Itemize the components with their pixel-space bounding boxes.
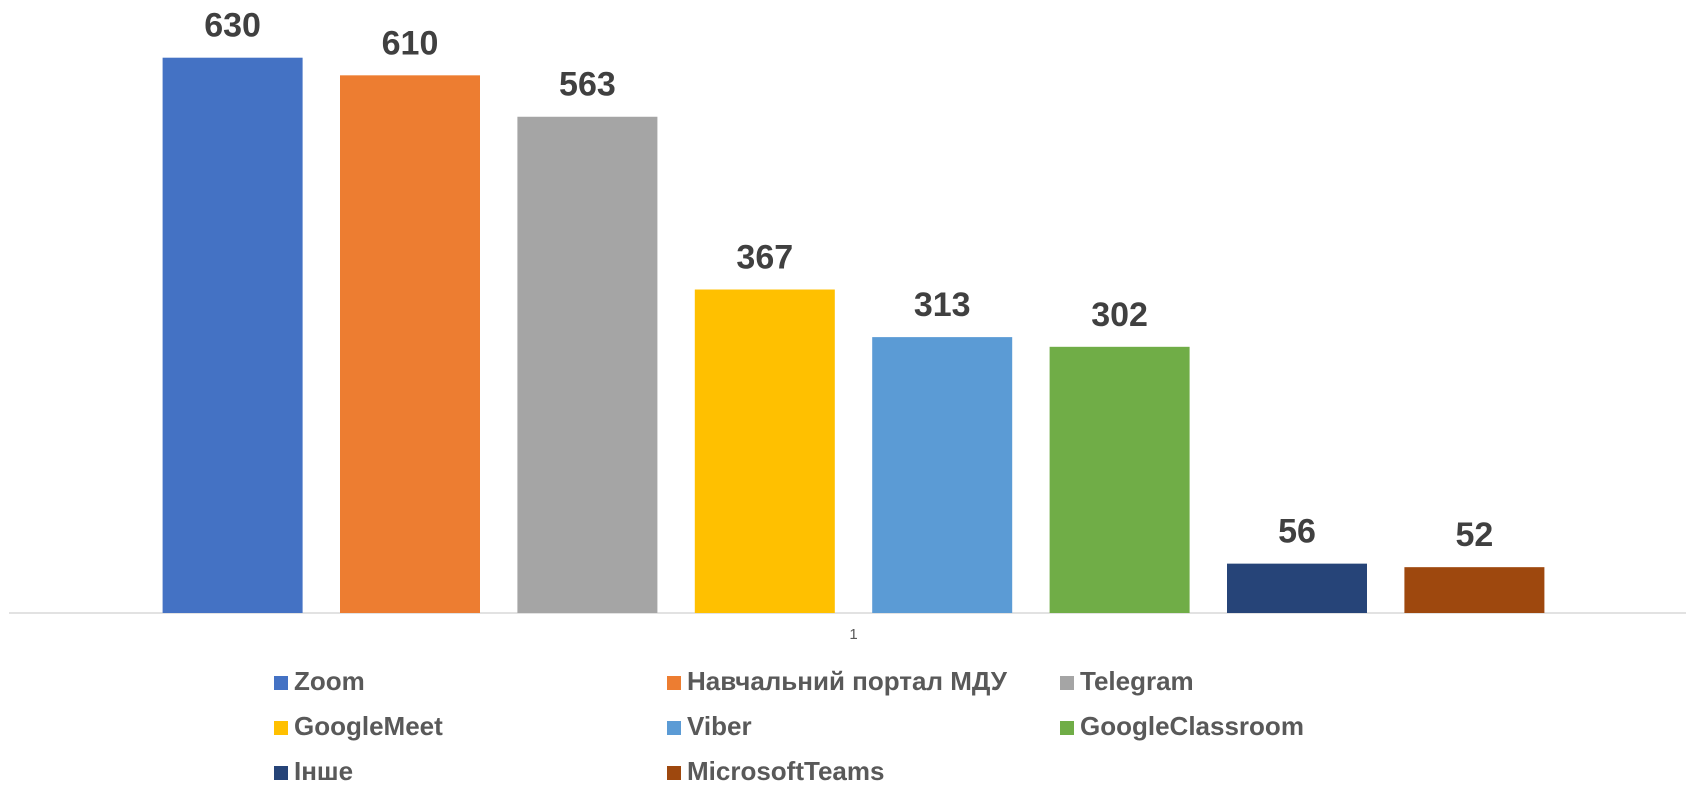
legend-label: Zoom bbox=[294, 666, 365, 696]
legend-label: Telegram bbox=[1080, 666, 1194, 696]
legend-swatch bbox=[667, 721, 681, 735]
legend-label: GoogleClassroom bbox=[1080, 711, 1304, 741]
bar bbox=[694, 289, 835, 613]
bar bbox=[872, 337, 1013, 613]
legend-swatch bbox=[1060, 721, 1074, 735]
data-label: 630 bbox=[204, 7, 261, 45]
legend-label: Viber bbox=[687, 711, 752, 741]
legend-label: Навчальний портал МДУ bbox=[687, 666, 1008, 696]
legend-swatch bbox=[667, 766, 681, 780]
legend-swatch bbox=[274, 766, 288, 780]
legend-label: MicrosoftTeams bbox=[687, 756, 884, 786]
bar bbox=[1227, 563, 1367, 613]
legend-swatch bbox=[1060, 676, 1074, 690]
legend-swatch bbox=[274, 676, 288, 690]
data-label: 56 bbox=[1278, 513, 1316, 551]
data-label: 313 bbox=[914, 286, 971, 324]
data-label: 302 bbox=[1091, 296, 1148, 334]
data-label: 367 bbox=[736, 239, 793, 277]
bar bbox=[1049, 346, 1190, 613]
data-label: 52 bbox=[1455, 516, 1493, 554]
bar bbox=[340, 75, 480, 614]
bar bbox=[1404, 567, 1545, 613]
bar bbox=[517, 116, 658, 614]
data-label: 563 bbox=[559, 66, 616, 104]
legend-swatch bbox=[274, 721, 288, 735]
legend-label: GoogleMeet bbox=[294, 711, 443, 741]
legend-label: Інше bbox=[294, 756, 353, 786]
bar bbox=[162, 57, 303, 613]
legend-swatch bbox=[667, 676, 681, 690]
x-tick-label: 1 bbox=[849, 626, 857, 643]
data-label: 610 bbox=[382, 24, 439, 62]
